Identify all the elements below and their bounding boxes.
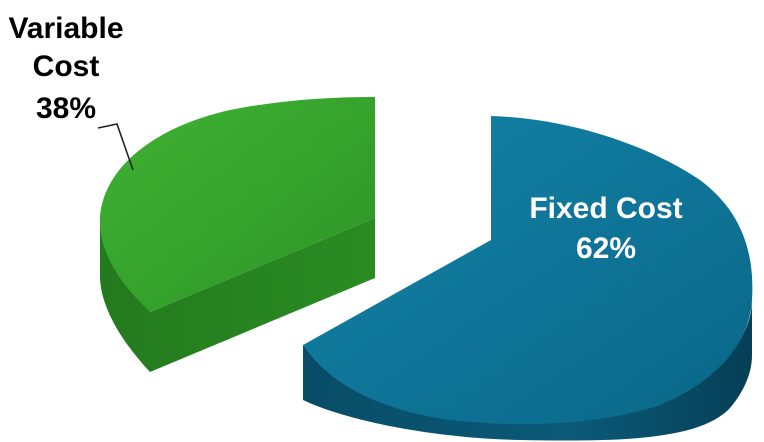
- variable-cost-label-line2: Cost: [33, 50, 100, 83]
- variable-cost-label-line1: Variable: [8, 12, 123, 45]
- fixed-cost-top: [303, 116, 753, 425]
- variable-cost-side: [100, 216, 375, 372]
- fixed-cost-label: Fixed Cost: [529, 192, 682, 225]
- variable-cost-top: [99, 97, 376, 312]
- pie-slice-variable-cost: [99, 97, 376, 372]
- variable-cost-percent-label: 38%: [36, 92, 96, 125]
- variable-cost-leader-line: [97, 123, 134, 171]
- fixed-cost-percent-label: 62%: [576, 232, 636, 265]
- pie-slice-fixed-cost: [303, 116, 753, 441]
